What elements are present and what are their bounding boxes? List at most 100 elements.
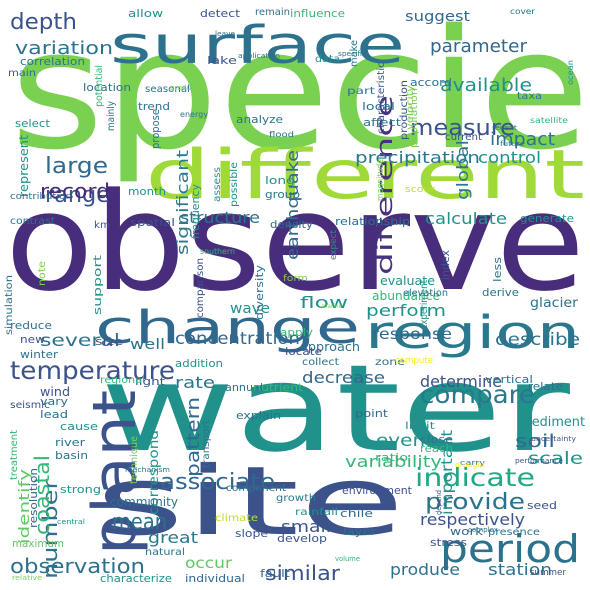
- word-characteristic: characteristic: [376, 61, 387, 134]
- word-km: km: [94, 220, 110, 231]
- word-addition: addition: [175, 357, 223, 370]
- word-seasonal: seasonal: [145, 84, 190, 95]
- word-calculate: calculate: [425, 209, 507, 228]
- word-describe: describe: [495, 330, 580, 350]
- word-spatial: spatial: [130, 216, 175, 229]
- word-group: group: [265, 188, 300, 201]
- word-elevation: elevation: [403, 288, 448, 299]
- word-light: light: [135, 375, 165, 388]
- word-performance: performance: [515, 457, 563, 465]
- word-presence: presence: [488, 527, 540, 538]
- word-scale: scale: [528, 449, 583, 469]
- word-potential: potential: [94, 65, 105, 107]
- word-surface: surface: [110, 16, 405, 76]
- word-affect: affect: [363, 116, 401, 129]
- word-assess: assess: [212, 167, 223, 202]
- word-resolution: resolution: [27, 468, 40, 528]
- word-wind: wind: [40, 385, 70, 399]
- word-relative: relative: [12, 574, 42, 582]
- word-complex: complex: [468, 526, 498, 534]
- word-correlation: correlation: [20, 55, 85, 68]
- word-vary: vary: [40, 395, 68, 408]
- word-evaluate: evaluate: [380, 274, 435, 288]
- word-allow: allow: [128, 7, 163, 20]
- word-concentration: concentration: [175, 329, 300, 349]
- word-different: different: [145, 136, 585, 215]
- word-great: great: [148, 528, 198, 547]
- word-change: change: [95, 301, 360, 354]
- word-similar: similar: [265, 561, 340, 585]
- word-site: site: [95, 447, 405, 557]
- word-global: global: [453, 140, 472, 200]
- word-specific: specific: [338, 50, 366, 58]
- word-control: control: [478, 148, 541, 167]
- word-characterize: characterize: [100, 572, 172, 585]
- word-determine: determine: [420, 372, 502, 391]
- word-vertical: vertical: [485, 373, 533, 386]
- word-fault: fault: [260, 567, 290, 580]
- word-locate: locate: [285, 345, 322, 358]
- word-parameter: parameter: [430, 36, 527, 57]
- word-energy: energy: [180, 110, 208, 119]
- word-influence: influence: [290, 7, 345, 20]
- word-less: less: [491, 257, 504, 282]
- word-cover: cover: [510, 7, 535, 16]
- word-seismic: seismic: [10, 400, 50, 411]
- word-derive: derive: [482, 286, 519, 299]
- word-region: region: [365, 306, 580, 359]
- word-recent: recent: [492, 124, 517, 132]
- word-small: small: [281, 517, 331, 536]
- word-record: record: [40, 179, 110, 203]
- word-zone: zone: [375, 357, 405, 368]
- word-period: period: [440, 527, 580, 571]
- word-large: large: [45, 154, 108, 179]
- word-accord: accord: [410, 76, 452, 89]
- word-taxa: taxa: [517, 91, 542, 102]
- word-volume: volume: [335, 555, 360, 563]
- word-reach: reach: [420, 442, 453, 455]
- word-environment: environment: [342, 484, 412, 497]
- word-close: close: [420, 433, 453, 446]
- word-product: product: [170, 84, 198, 92]
- word-lake: lake: [207, 54, 237, 67]
- word-density: density: [270, 218, 313, 231]
- word-well: well: [130, 337, 165, 353]
- word-stress: stress: [430, 536, 467, 549]
- word-community: community: [110, 495, 178, 509]
- word-ocean: ocean: [566, 60, 575, 85]
- word-frequency: frequency: [189, 184, 202, 239]
- word-basin: basin: [55, 449, 88, 462]
- word-leave: leave: [215, 30, 235, 38]
- word-new: new: [20, 333, 45, 346]
- word-satellite: satellite: [530, 116, 568, 125]
- word-suggest: suggest: [405, 9, 470, 25]
- word-size: size: [95, 335, 123, 348]
- word-diversity: diversity: [253, 265, 266, 320]
- word-available: available: [440, 75, 532, 96]
- word-station: station: [488, 560, 552, 579]
- word-possible: possible: [229, 162, 240, 207]
- word-transport: transport: [201, 420, 212, 468]
- word-response: response: [372, 325, 452, 343]
- word-water: water: [100, 340, 570, 479]
- word-simulation: simulation: [4, 275, 15, 335]
- word-occur: occur: [185, 554, 232, 572]
- word-associate: associate: [160, 470, 275, 495]
- word-trend: trend: [138, 100, 170, 113]
- word-contribution: contribution: [10, 192, 72, 202]
- word-select: select: [15, 117, 50, 130]
- word-provide: provide: [425, 490, 525, 515]
- word-observation: observation: [10, 554, 145, 578]
- word-depend: depend: [435, 490, 443, 515]
- word-measure: measure: [410, 116, 515, 141]
- word-part: part: [347, 86, 375, 97]
- word-variability: variability: [345, 452, 442, 471]
- word-technique: technique: [129, 436, 140, 484]
- word-annual: annual: [225, 381, 263, 394]
- word-specie: specie: [10, 0, 590, 186]
- word-future: future: [500, 140, 525, 148]
- word-sediment: sediment: [525, 415, 585, 430]
- word-regional: regional: [100, 375, 145, 386]
- word-limit: limit: [405, 421, 435, 432]
- word-river: river: [55, 436, 85, 449]
